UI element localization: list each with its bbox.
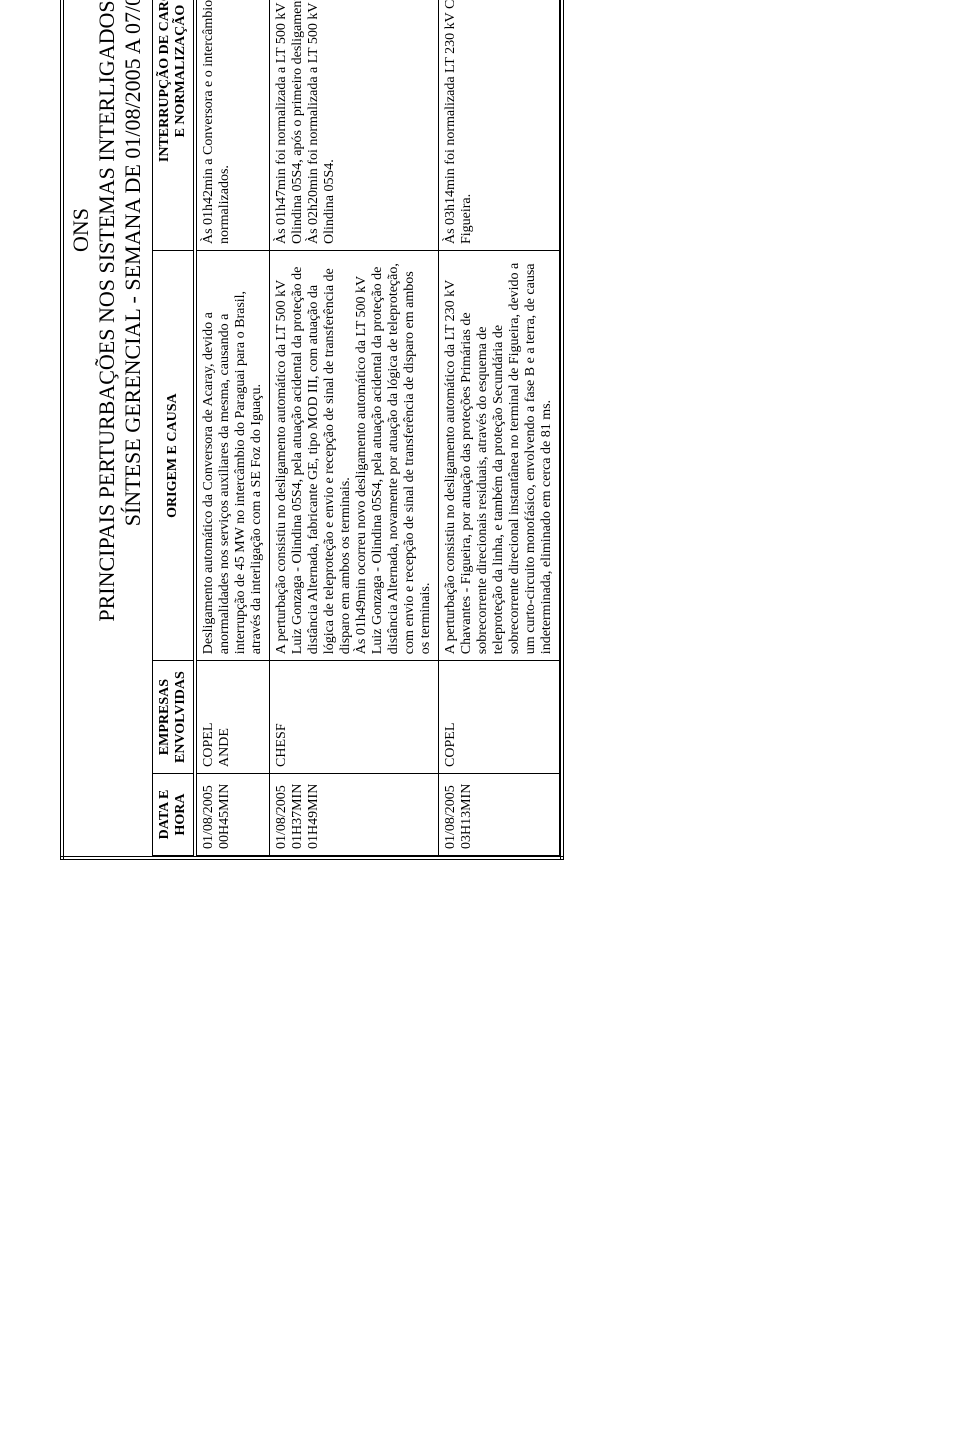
header-block: ONS PRINCIPAIS PERTURBAÇÕES NOS SISTEMAS… xyxy=(68,0,146,856)
cell-data: 01/08/2005 03H13MIN xyxy=(439,773,560,855)
col-header-interrupcao: INTERRUPÇÃO DE CARGA E NORMALIZAÇÃO xyxy=(153,0,196,251)
outer-frame: ONS PRINCIPAIS PERTURBAÇÕES NOS SISTEMAS… xyxy=(60,0,564,860)
col-header-origem: ORIGEM E CAUSA xyxy=(153,251,196,661)
doc-title: PRINCIPAIS PERTURBAÇÕES NOS SISTEMAS INT… xyxy=(94,0,120,856)
cell-origem: Desligamento automático da Conversora de… xyxy=(195,251,270,661)
table-row: 01/08/2005 03H13MIN COPEL A perturbação … xyxy=(439,0,560,856)
col-header-empresas: EMPRESAS ENVOLVIDAS xyxy=(153,661,196,774)
org-name: ONS xyxy=(68,0,94,856)
doc-subtitle: SÍNTESE GERENCIAL - SEMANA DE 01/08/2005… xyxy=(120,0,146,856)
cell-data: 01/08/2005 01H37MIN 01H49MIN xyxy=(270,773,439,855)
cell-data: 01/08/2005 00H45MIN xyxy=(195,773,270,855)
cell-origem: A perturbação consistiu no desligamento … xyxy=(439,251,560,661)
cell-interrupcao: Às 03h14min foi normalizada LT 230 kV Ch… xyxy=(439,0,560,251)
cell-origem: A perturbação consistiu no desligamento … xyxy=(270,251,439,661)
table-row: 01/08/2005 00H45MIN COPEL ANDE Desligame… xyxy=(195,0,270,856)
cell-empresas: COPEL xyxy=(439,661,560,774)
cell-empresas: COPEL ANDE xyxy=(195,661,270,774)
cell-empresas: CHESF xyxy=(270,661,439,774)
table-header-row: DATA E HORA EMPRESAS ENVOLVIDAS ORIGEM E… xyxy=(153,0,196,856)
page: 14 ONS PRINCIPAIS PERTURBAÇÕES NOS SISTE… xyxy=(0,0,960,960)
cell-interrupcao: Às 01h42min a Conversora e o intercâmbio… xyxy=(195,0,270,251)
data-table: DATA E HORA EMPRESAS ENVOLVIDAS ORIGEM E… xyxy=(152,0,560,856)
cell-interrupcao: Às 01h47min foi normalizada a LT 500 kV … xyxy=(270,0,439,251)
table-row: 01/08/2005 01H37MIN 01H49MIN CHESF A per… xyxy=(270,0,439,856)
col-header-data: DATA E HORA xyxy=(153,773,196,855)
